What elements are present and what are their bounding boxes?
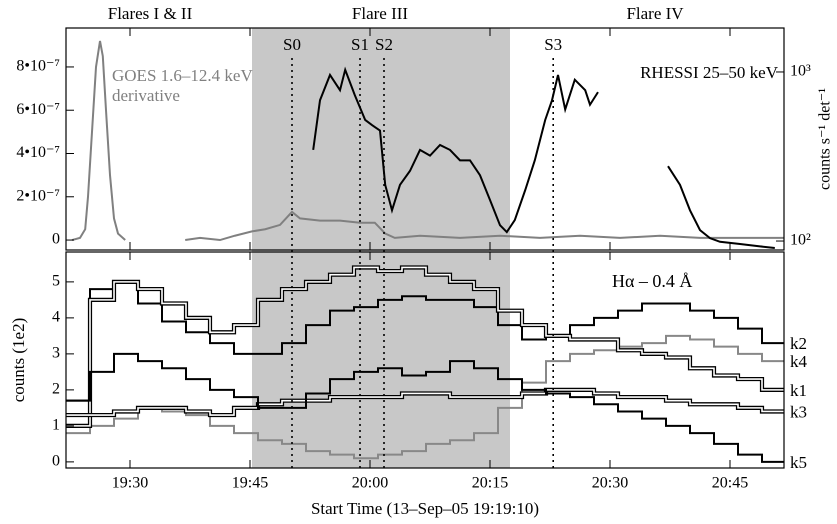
x-tick-label: 20:00 <box>352 475 388 492</box>
y-tick-label: 8•10⁻⁷ <box>16 58 60 75</box>
series-label: k5 <box>790 453 807 472</box>
shaded-interval <box>252 28 510 468</box>
annotation: Hα – 0.4 Å <box>612 271 692 291</box>
series-line <box>66 352 784 463</box>
y-tick-label: 2 <box>52 381 60 398</box>
x-tick-label: 19:45 <box>232 475 268 492</box>
y-tick-label: 0 <box>52 231 60 248</box>
plot-frame <box>65 251 785 469</box>
series-label: k4 <box>790 352 808 371</box>
plot-frame <box>65 27 785 251</box>
double-line-core <box>66 266 784 427</box>
event-label: S1 <box>351 35 369 54</box>
double-line-core <box>66 389 784 416</box>
series-label: k3 <box>790 402 807 421</box>
y2-tick-label: 10² <box>790 232 811 249</box>
series-label: GOES 1.6–12.4 keV derivative <box>112 66 253 105</box>
y-tick-label: 0 <box>52 453 60 470</box>
series-line <box>71 40 784 242</box>
event-label: S3 <box>544 35 562 54</box>
y-tick-label: 1 <box>52 417 60 434</box>
series-label: RHESSI 25–50 keV <box>640 63 779 82</box>
x-tick-label: 19:30 <box>112 475 148 492</box>
y-axis-title: counts (1e2) <box>9 318 28 403</box>
x-tick-label: 20:15 <box>472 475 508 492</box>
background-layer <box>252 28 510 468</box>
y-tick-label: 4 <box>52 309 60 326</box>
y-tick-label: 4•10⁻⁷ <box>16 144 60 161</box>
y2-axis-title: counts s⁻¹ det⁻¹ <box>817 88 834 190</box>
plot-area <box>66 265 784 463</box>
x-axis-title: Start Time (13–Sep–05 19:19:10) <box>311 499 539 518</box>
series-label: k1 <box>790 381 807 400</box>
y-tick-label: 3 <box>52 345 60 362</box>
axes-layer: Flares I & II Flare III Flare IV S0 S1 S2 S3 0 2… <box>9 4 834 518</box>
series-line <box>66 280 784 402</box>
x-tick-label: 20:30 <box>592 475 628 492</box>
flare-label: Flares I & II <box>108 4 193 23</box>
flare-label: Flare III <box>352 4 409 23</box>
event-label: S2 <box>375 35 393 54</box>
series-label: k2 <box>790 334 807 353</box>
y-tick-label: 5 <box>52 273 60 290</box>
event-label: S0 <box>283 35 301 54</box>
y-tick-label: 2•10⁻⁷ <box>16 187 60 204</box>
flare-label: Flare IV <box>626 4 684 23</box>
y-tick-label: 6•10⁻⁷ <box>16 101 60 118</box>
series-line <box>66 334 784 460</box>
x-tick-label: 20:45 <box>712 475 748 492</box>
y2-tick-label: 10³ <box>790 63 811 80</box>
